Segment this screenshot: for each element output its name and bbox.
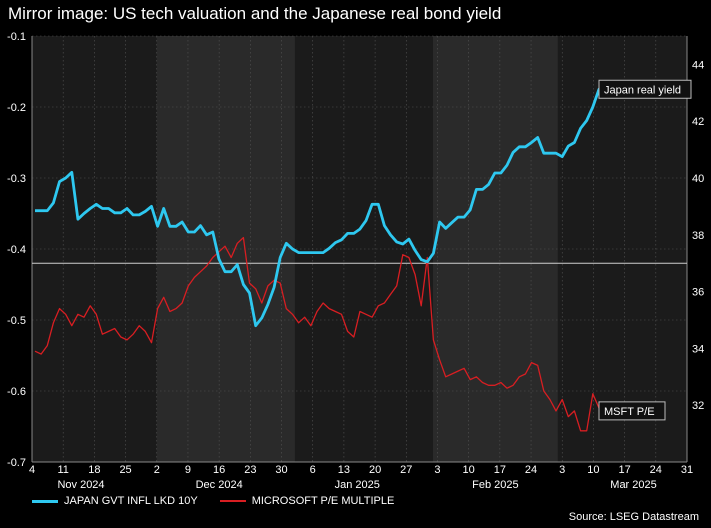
chart-title: Mirror image: US tech valuation and the … [8, 4, 502, 23]
x-tick-label-2: 18 [88, 464, 100, 476]
x-tick-label-18: 10 [587, 464, 599, 476]
x-tick-label-20: 24 [650, 464, 662, 476]
japan-end-label-text: Japan real yield [604, 84, 681, 96]
msft-pe-line [34, 236, 612, 432]
x-tick-label-11: 20 [369, 464, 381, 476]
right-tick-label-3: 38 [692, 230, 704, 242]
x-month-label-3: Feb 2025 [472, 479, 518, 491]
legend-swatch-japan [32, 499, 58, 503]
left-tick-label-5: -0.6 [7, 386, 26, 398]
japan-end-label-box [598, 79, 692, 99]
left-tick-label-1: -0.2 [7, 102, 26, 114]
msft-end-label-text: MSFT P/E [604, 406, 655, 418]
x-tick-label-14: 10 [463, 464, 475, 476]
left-tick-label-0: -0.1 [7, 31, 26, 43]
x-tick-label-19: 17 [618, 464, 630, 476]
x-tick-label-8: 30 [275, 464, 287, 476]
x-tick-label-0: 4 [29, 464, 35, 476]
x-tick-label-10: 13 [338, 464, 350, 476]
x-tick-label-21: 31 [681, 464, 693, 476]
x-month-label-0: Nov 2024 [57, 479, 104, 491]
x-tick-label-4: 2 [154, 464, 160, 476]
legend-label-japan: JAPAN GVT INFL LKD 10Y [64, 495, 198, 507]
japan-real-yield-line [35, 87, 612, 328]
left-tick-label-6: -0.7 [7, 457, 26, 469]
left-tick-label-3: -0.4 [7, 244, 26, 256]
x-tick-label-15: 17 [494, 464, 506, 476]
right-tick-label-0: 32 [692, 400, 704, 412]
right-tick-label-2: 36 [692, 287, 704, 299]
x-tick-label-9: 6 [310, 464, 316, 476]
x-tick-label-1: 11 [57, 464, 68, 476]
left-tick-label-4: -0.5 [7, 315, 26, 327]
legend-label-msft: MICROSOFT P/E MULTIPLE [251, 495, 395, 507]
right-tick-label-5: 42 [692, 116, 704, 128]
month-band-1 [433, 36, 558, 462]
x-tick-label-3: 25 [119, 464, 131, 476]
right-tick-label-6: 44 [692, 59, 704, 71]
x-tick-label-12: 27 [400, 464, 412, 476]
msft-end-label-box [598, 401, 666, 421]
x-tick-label-7: 23 [244, 464, 256, 476]
x-tick-label-13: 3 [434, 464, 440, 476]
legend: JAPAN GVT INFL LKD 10Y MICROSOFT P/E MUL… [32, 493, 416, 509]
legend-item-japan: JAPAN GVT INFL LKD 10Y [32, 495, 198, 507]
x-tick-label-17: 3 [559, 464, 565, 476]
legend-item-msft: MICROSOFT P/E MULTIPLE [219, 495, 395, 507]
x-tick-label-16: 24 [525, 464, 537, 476]
right-tick-label-4: 40 [692, 173, 704, 185]
source-note: Source: LSEG Datastream [568, 511, 699, 523]
x-tick-label-6: 16 [213, 464, 225, 476]
x-month-label-1: Dec 2024 [196, 479, 243, 491]
right-tick-label-1: 34 [692, 343, 704, 355]
x-month-label-2: Jan 2025 [335, 479, 380, 491]
legend-swatch-msft [219, 500, 246, 502]
x-month-label-4: Mar 2025 [610, 479, 656, 491]
x-tick-label-5: 9 [185, 464, 191, 476]
left-tick-label-2: -0.3 [7, 173, 26, 185]
